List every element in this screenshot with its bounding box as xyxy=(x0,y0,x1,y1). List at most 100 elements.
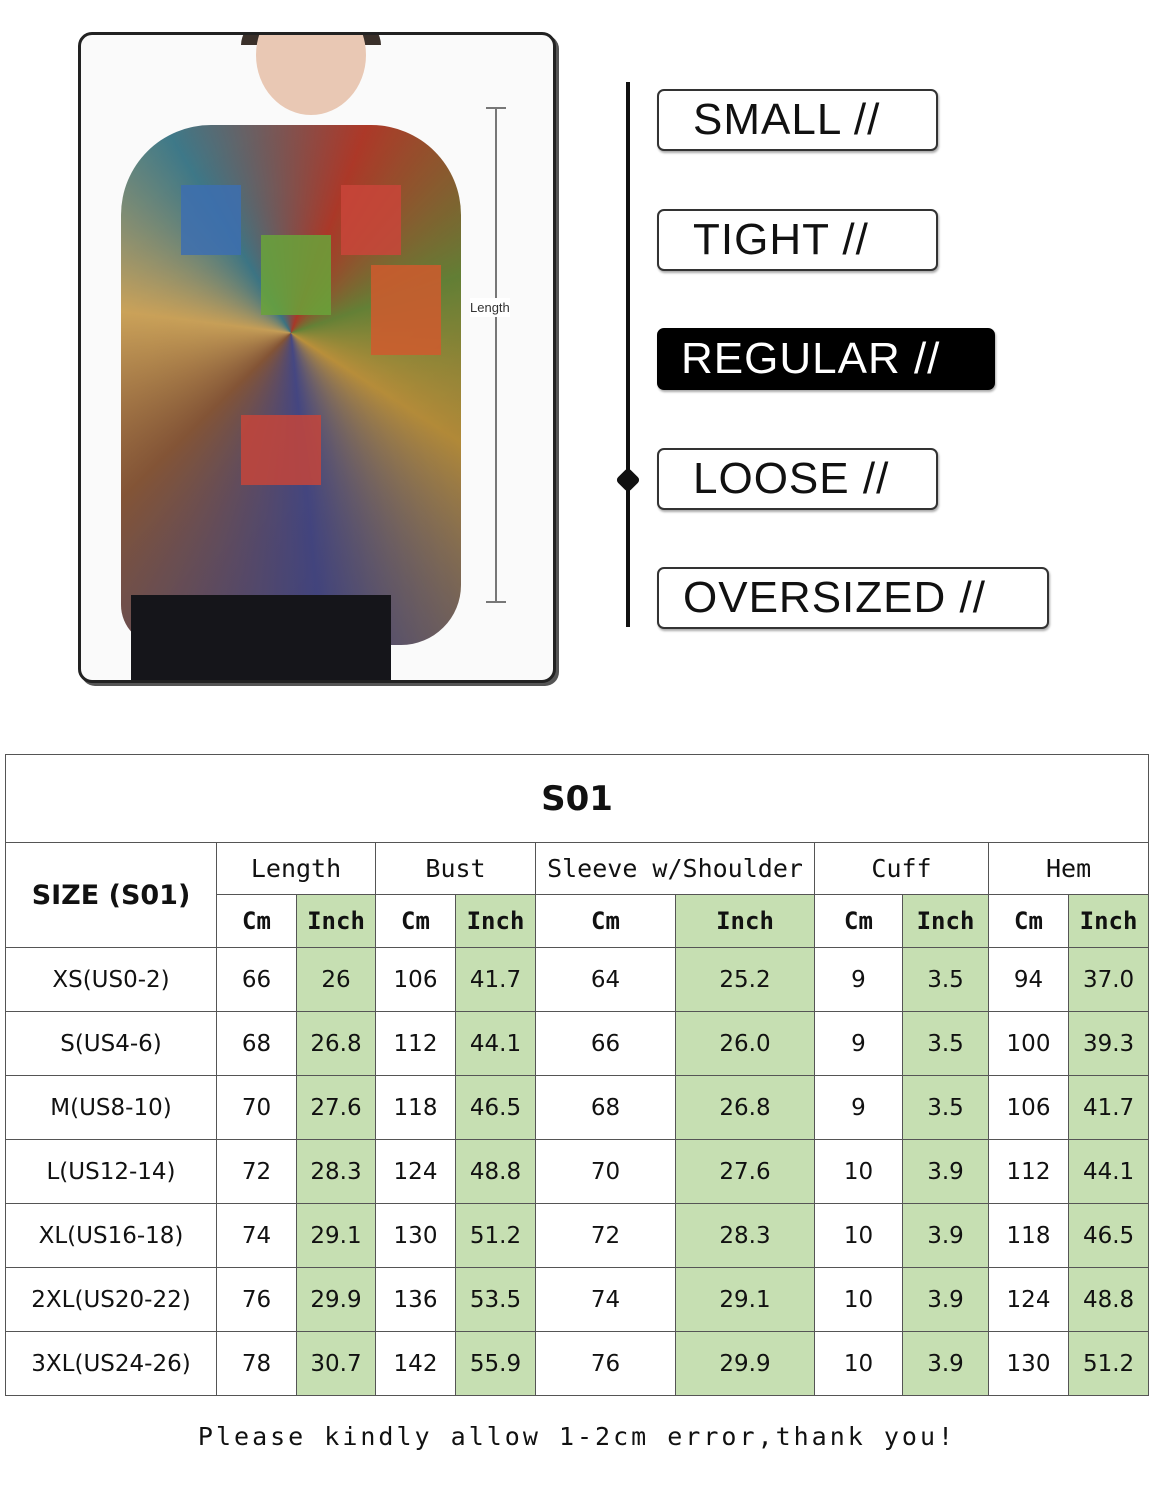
cm-value-cell: 106 xyxy=(375,947,456,1012)
unit-header-cm: Cm xyxy=(814,894,903,948)
inch-value-cell: 55.9 xyxy=(455,1331,536,1396)
cm-value-cell: 76 xyxy=(535,1331,676,1396)
inch-value-cell: 51.2 xyxy=(455,1203,536,1268)
cm-value-cell: 64 xyxy=(535,947,676,1012)
cm-value-cell: 72 xyxy=(535,1203,676,1268)
inch-value-cell: 44.1 xyxy=(1067,1139,1150,1204)
pink-cat-print xyxy=(241,415,321,485)
inch-value-cell: 28.3 xyxy=(296,1139,376,1204)
inch-value-cell: 3.5 xyxy=(902,947,989,1012)
cm-value-cell: 106 xyxy=(988,1075,1069,1140)
cm-value-cell: 9 xyxy=(814,1011,903,1076)
inch-value-cell: 29.9 xyxy=(675,1331,815,1396)
inch-value-cell: 3.5 xyxy=(902,1075,989,1140)
size-label-cell: 2XL(US20-22) xyxy=(5,1267,217,1332)
inch-value-cell: 3.5 xyxy=(902,1011,989,1076)
group-header-cuff: Cuff xyxy=(814,842,989,895)
size-label-cell: M(US8-10) xyxy=(5,1075,217,1140)
cm-value-cell: 9 xyxy=(814,1075,903,1140)
inch-value-cell: 48.8 xyxy=(455,1139,536,1204)
inch-value-cell: 3.9 xyxy=(902,1139,989,1204)
length-measure-line xyxy=(495,107,497,603)
cm-value-cell: 112 xyxy=(375,1011,456,1076)
fit-option-tight: TIGHT // xyxy=(657,209,938,271)
table-row: S(US4-6) 68 26.8 112 44.1 66 26.0 9 3.5 100 39.3 xyxy=(5,1011,1150,1076)
inch-value-cell: 25.2 xyxy=(675,947,815,1012)
inch-value-cell: 30.7 xyxy=(296,1331,376,1396)
blue-cat-print xyxy=(181,185,241,255)
model-head xyxy=(256,35,366,115)
product-photo xyxy=(78,32,556,683)
unit-header-cm: Cm xyxy=(216,894,297,948)
size-label-cell: S(US4-6) xyxy=(5,1011,217,1076)
fit-option-small: SMALL // xyxy=(657,89,938,151)
unit-header-cm: Cm xyxy=(535,894,676,948)
cm-value-cell: 10 xyxy=(814,1331,903,1396)
unit-header-inch: Inch xyxy=(296,894,376,948)
inch-value-cell: 3.9 xyxy=(902,1267,989,1332)
inch-value-cell: 27.6 xyxy=(296,1075,376,1140)
cat-print-sweater xyxy=(121,125,461,645)
inch-value-cell: 46.5 xyxy=(455,1075,536,1140)
unit-header-inch: Inch xyxy=(902,894,989,948)
size-label-cell: XS(US0-2) xyxy=(5,947,217,1012)
cm-value-cell: 10 xyxy=(814,1139,903,1204)
length-measure-label: Length xyxy=(470,298,510,317)
size-label-cell: L(US12-14) xyxy=(5,1139,217,1204)
table-row: L(US12-14) 72 28.3 124 48.8 70 27.6 10 3.9 112 44.… xyxy=(5,1139,1150,1204)
inch-value-cell: 46.5 xyxy=(1067,1203,1150,1268)
cm-value-cell: 10 xyxy=(814,1267,903,1332)
cm-value-cell: 72 xyxy=(216,1139,297,1204)
inch-value-cell: 26.8 xyxy=(296,1011,376,1076)
inch-value-cell: 29.1 xyxy=(296,1203,376,1268)
cm-value-cell: 74 xyxy=(535,1267,676,1332)
table-row: XS(US0-2) 66 26 106 41.7 64 25.2 9 3.5 94 37.0 xyxy=(5,947,1150,1012)
cm-value-cell: 142 xyxy=(375,1331,456,1396)
inch-value-cell: 29.9 xyxy=(296,1267,376,1332)
group-header-length: Length xyxy=(216,842,376,895)
cm-value-cell: 66 xyxy=(216,947,297,1012)
cm-value-cell: 74 xyxy=(216,1203,297,1268)
size-label-cell: XL(US16-18) xyxy=(5,1203,217,1268)
cm-value-cell: 68 xyxy=(216,1011,297,1076)
cm-value-cell: 78 xyxy=(216,1331,297,1396)
cm-value-cell: 124 xyxy=(988,1267,1069,1332)
size-label-cell: 3XL(US24-26) xyxy=(5,1331,217,1396)
table-row: XL(US16-18) 74 29.1 130 51.2 72 28.3 10 3.9 118 46… xyxy=(5,1203,1150,1268)
inch-value-cell: 37.0 xyxy=(1067,947,1150,1012)
group-header-sleeve: Sleeve w/Shoulder xyxy=(535,842,815,895)
table-title: S01 xyxy=(4,754,1150,843)
cm-value-cell: 10 xyxy=(814,1203,903,1268)
cm-value-cell: 68 xyxy=(535,1075,676,1140)
length-cap-top xyxy=(486,107,506,109)
inch-value-cell: 41.7 xyxy=(1067,1075,1150,1140)
cm-value-cell: 130 xyxy=(988,1331,1069,1396)
cm-value-cell: 70 xyxy=(535,1139,676,1204)
cm-value-cell: 94 xyxy=(988,947,1069,1012)
inch-value-cell: 44.1 xyxy=(455,1011,536,1076)
table-row: 2XL(US20-22) 76 29.9 136 53.5 74 29.1 10 3.9 124 4… xyxy=(5,1267,1150,1332)
inch-value-cell: 28.3 xyxy=(675,1203,815,1268)
cm-value-cell: 124 xyxy=(375,1139,456,1204)
cm-value-cell: 9 xyxy=(814,947,903,1012)
unit-header-inch: Inch xyxy=(1067,894,1150,948)
cm-value-cell: 118 xyxy=(988,1203,1069,1268)
unit-header-inch: Inch xyxy=(455,894,536,948)
inch-value-cell: 3.9 xyxy=(902,1203,989,1268)
inch-value-cell: 39.3 xyxy=(1067,1011,1150,1076)
unit-header-cm: Cm xyxy=(988,894,1069,948)
cm-value-cell: 100 xyxy=(988,1011,1069,1076)
table-row: M(US8-10) 70 27.6 118 46.5 68 26.8 9 3.5 106 41.7 xyxy=(5,1075,1150,1140)
inch-value-cell: 26.8 xyxy=(675,1075,815,1140)
fit-option-regular: REGULAR // xyxy=(657,328,995,390)
inch-value-cell: 48.8 xyxy=(1067,1267,1150,1332)
size-column-header: SIZE (S01) xyxy=(5,842,217,948)
cm-value-cell: 70 xyxy=(216,1075,297,1140)
fit-scale-line xyxy=(626,82,630,627)
inch-value-cell: 29.1 xyxy=(675,1267,815,1332)
length-cap-bottom xyxy=(486,601,506,603)
unit-header-inch: Inch xyxy=(675,894,815,948)
cm-value-cell: 130 xyxy=(375,1203,456,1268)
inch-value-cell: 26 xyxy=(296,947,376,1012)
fit-scale-marker xyxy=(615,467,641,493)
